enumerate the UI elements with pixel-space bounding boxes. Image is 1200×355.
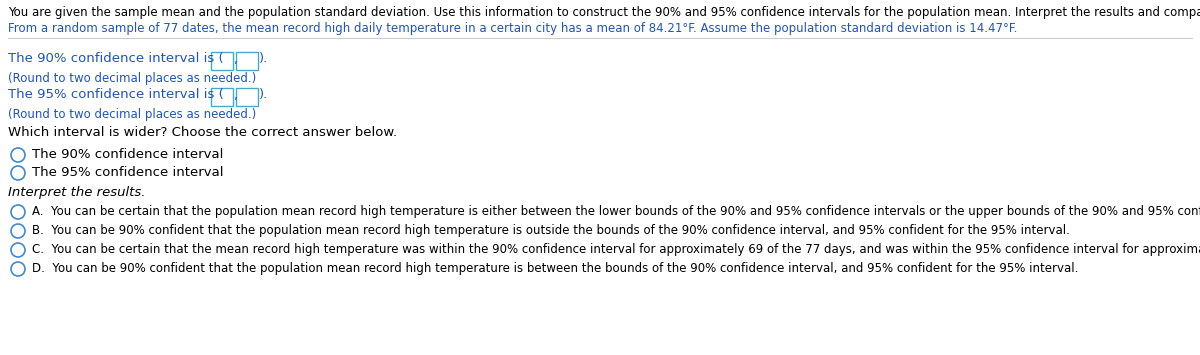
- Text: Which interval is wider? Choose the correct answer below.: Which interval is wider? Choose the corr…: [8, 126, 397, 139]
- Text: ,: ,: [233, 53, 238, 66]
- Text: The 90% confidence interval is (: The 90% confidence interval is (: [8, 52, 223, 65]
- Text: ).: ).: [259, 52, 269, 65]
- Text: The 95% confidence interval: The 95% confidence interval: [32, 166, 223, 179]
- FancyBboxPatch shape: [211, 88, 233, 106]
- Text: ).: ).: [259, 88, 269, 101]
- FancyBboxPatch shape: [236, 88, 258, 106]
- Text: (Round to two decimal places as needed.): (Round to two decimal places as needed.): [8, 72, 257, 85]
- Text: The 90% confidence interval: The 90% confidence interval: [32, 148, 223, 161]
- Text: You are given the sample mean and the population standard deviation. Use this in: You are given the sample mean and the po…: [8, 6, 1200, 19]
- Text: D.  You can be 90% confident that the population mean record high temperature is: D. You can be 90% confident that the pop…: [32, 262, 1079, 275]
- Text: From a random sample of 77 dates, the mean record high daily temperature in a ce: From a random sample of 77 dates, the me…: [8, 22, 1018, 35]
- Text: ,: ,: [233, 89, 238, 102]
- Text: Interpret the results.: Interpret the results.: [8, 186, 145, 199]
- Text: The 95% confidence interval is (: The 95% confidence interval is (: [8, 88, 223, 101]
- Text: C.  You can be certain that the mean record high temperature was within the 90% : C. You can be certain that the mean reco…: [32, 243, 1200, 256]
- Text: (Round to two decimal places as needed.): (Round to two decimal places as needed.): [8, 108, 257, 121]
- Text: A.  You can be certain that the population mean record high temperature is eithe: A. You can be certain that the populatio…: [32, 205, 1200, 218]
- FancyBboxPatch shape: [211, 52, 233, 70]
- Text: B.  You can be 90% confident that the population mean record high temperature is: B. You can be 90% confident that the pop…: [32, 224, 1070, 237]
- FancyBboxPatch shape: [236, 52, 258, 70]
